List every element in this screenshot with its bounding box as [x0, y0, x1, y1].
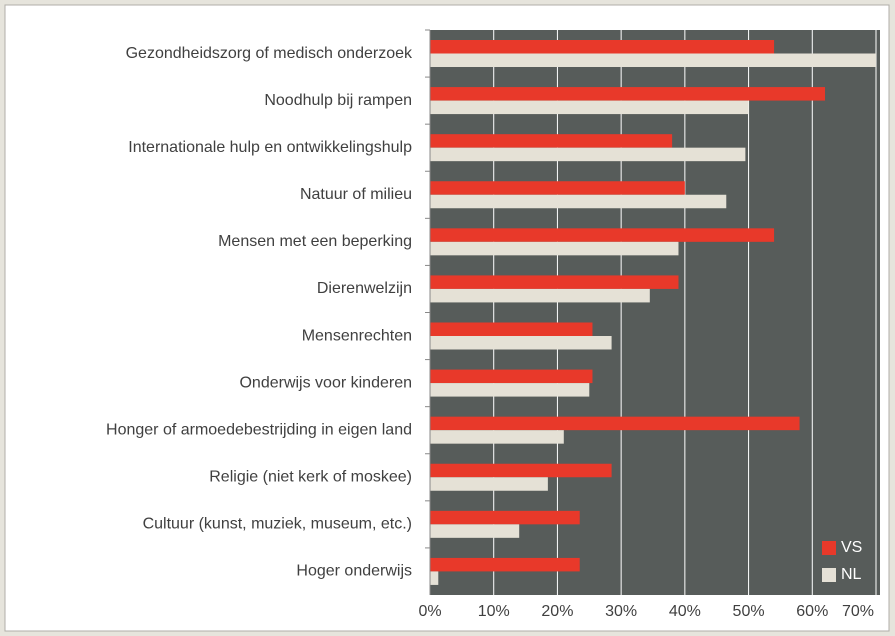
legend-swatch	[822, 541, 836, 555]
y-tick-label: Mensen met een beperking	[218, 233, 412, 250]
x-tick-label: 0%	[418, 603, 441, 620]
y-tick-label: Natuur of milieu	[300, 186, 412, 203]
bar	[430, 53, 876, 67]
y-tick-label: Honger of armoedebestrijding in eigen la…	[106, 421, 412, 438]
x-tick-label: 10%	[478, 603, 510, 620]
legend-label: NL	[841, 566, 862, 583]
bar	[430, 147, 746, 162]
bar	[430, 100, 749, 115]
bar	[430, 571, 439, 585]
x-tick-label: 20%	[541, 603, 573, 620]
y-tick-label: Onderwijs voor kinderen	[239, 374, 412, 391]
bar	[430, 134, 673, 148]
bar	[430, 40, 775, 54]
bar	[430, 181, 685, 195]
bar	[430, 477, 548, 491]
y-tick-label: Noodhulp bij rampen	[264, 92, 412, 109]
bar	[430, 383, 590, 397]
bar	[430, 336, 612, 350]
x-tick-label: 50%	[733, 603, 765, 620]
bar	[430, 557, 580, 572]
bar	[430, 241, 679, 256]
y-tick-label: Hoger onderwijs	[296, 563, 412, 580]
bar	[430, 369, 593, 384]
bar	[430, 510, 580, 525]
bar	[430, 322, 593, 336]
bar	[430, 87, 826, 101]
bar	[430, 416, 800, 431]
x-tick-label: 70%	[842, 603, 874, 620]
x-tick-label: 60%	[796, 603, 828, 620]
bar	[430, 275, 679, 289]
y-tick-label: Cultuur (kunst, muziek, museum, etc.)	[143, 516, 412, 533]
x-tick-label: 40%	[669, 603, 701, 620]
y-tick-label: Gezondheidszorg of medisch onderzoek	[126, 45, 413, 62]
bar	[430, 524, 520, 538]
bar	[430, 288, 650, 303]
bar	[430, 430, 564, 444]
legend-label: VS	[841, 539, 862, 556]
y-tick-label: Dierenwelzijn	[317, 280, 412, 297]
plot-area	[430, 30, 880, 595]
y-tick-label: Mensenrechten	[302, 327, 412, 344]
bar	[430, 463, 612, 478]
bar	[430, 228, 775, 242]
legend-swatch	[822, 568, 836, 582]
x-tick-label: 30%	[605, 603, 637, 620]
bar	[430, 194, 727, 209]
y-tick-label: Religie (niet kerk of moskee)	[209, 469, 412, 486]
y-tick-label: Internationale hulp en ontwikkelingshulp	[128, 139, 412, 156]
